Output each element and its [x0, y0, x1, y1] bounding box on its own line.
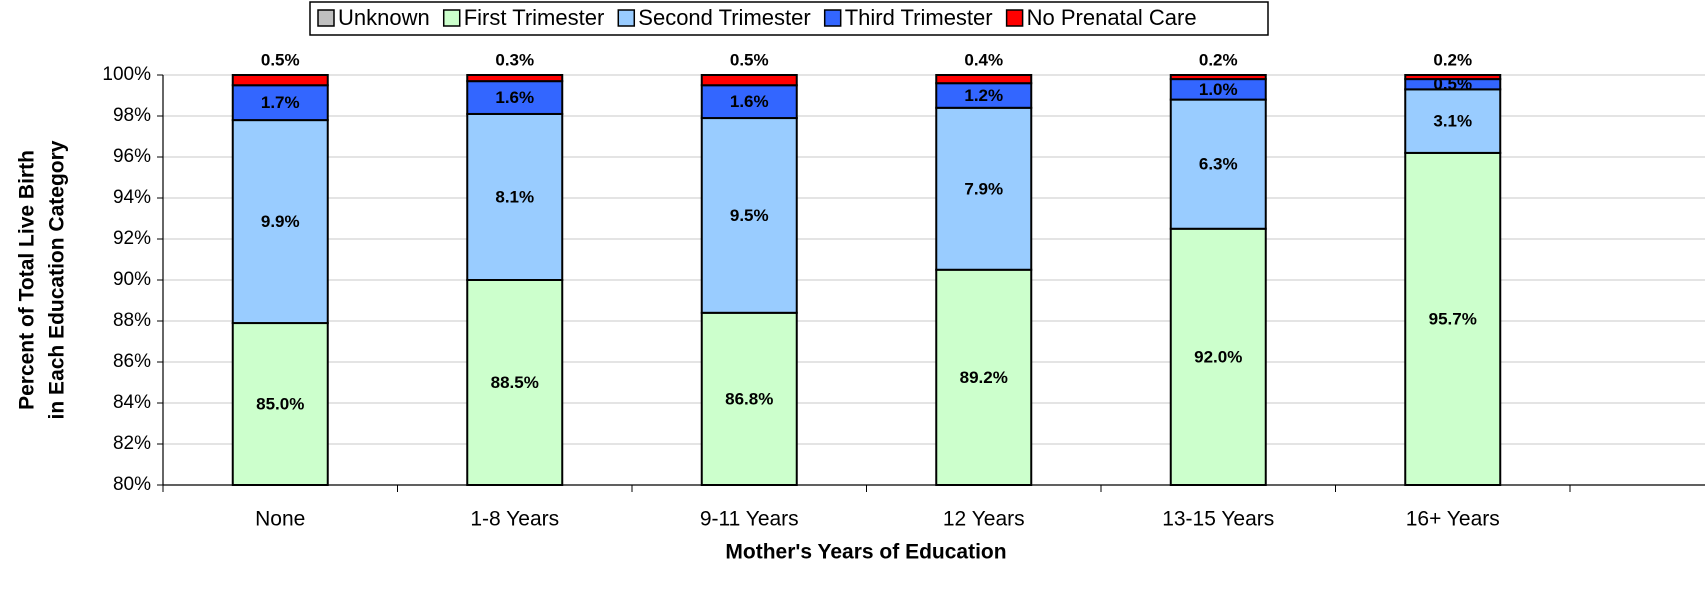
y-tick-label: 90%	[113, 269, 151, 290]
data-label: 95.7%	[1429, 309, 1477, 328]
data-label: 1.6%	[495, 88, 534, 107]
y-tick-label: 88%	[113, 310, 151, 331]
data-label: 7.9%	[964, 179, 1003, 198]
bar-segment	[935, 74, 1033, 85]
bar-segment	[1404, 151, 1502, 486]
data-label: 6.3%	[1199, 155, 1238, 174]
y-tick-label: 96%	[113, 146, 151, 167]
legend-swatch	[442, 9, 461, 27]
data-label: 9.9%	[261, 212, 300, 231]
bar-segment	[466, 80, 564, 115]
data-label: 88.5%	[491, 373, 539, 392]
bar-segment	[466, 112, 564, 281]
data-label: 85.0%	[256, 395, 304, 414]
legend-swatch	[1005, 9, 1024, 27]
bar-segment	[935, 82, 1033, 109]
x-tick-label: 1-8 Years	[470, 508, 559, 531]
bar-segment	[700, 117, 798, 314]
y-tick-label: 82%	[113, 433, 151, 454]
legend-swatch	[617, 9, 636, 27]
x-tick-label: None	[255, 508, 305, 531]
legend-box	[309, 1, 1269, 36]
bar-segment	[231, 119, 329, 325]
data-label: 1.6%	[730, 92, 769, 111]
legend-swatch	[317, 9, 335, 27]
data-label: 0.2%	[1199, 50, 1238, 69]
data-label: 0.4%	[964, 50, 1003, 69]
legend-label: Third Trimester	[845, 5, 993, 30]
data-label: 0.5%	[730, 50, 769, 69]
x-axis-title: Mother's Years of Education	[725, 541, 1006, 564]
legend-label: No Prenatal Care	[1027, 5, 1197, 30]
bar-segment	[1169, 74, 1267, 81]
legend-label: Unknown	[338, 5, 430, 30]
bar-segment	[1404, 74, 1502, 81]
y-tick-label: 80%	[113, 474, 151, 495]
y-tick-label: 84%	[113, 392, 151, 413]
data-label: 0.2%	[1433, 50, 1472, 69]
data-label: 8.1%	[495, 187, 534, 206]
y-tick-label: 92%	[113, 228, 151, 249]
x-tick-label: 13-15 Years	[1162, 508, 1274, 531]
x-tick-label: 12 Years	[943, 508, 1025, 531]
y-tick-label: 86%	[113, 351, 151, 372]
bar-segment	[466, 279, 564, 486]
y-tick-label: 94%	[113, 187, 151, 208]
bar-segment	[700, 74, 798, 87]
bar-segment	[231, 74, 329, 87]
data-label: 1.0%	[1199, 80, 1238, 99]
legend-label: Second Trimester	[638, 5, 810, 30]
bar-segment	[1169, 227, 1267, 486]
bar-segment	[231, 84, 329, 122]
bar-segment	[700, 311, 798, 486]
y-axis-title: Percent of Total Live Birth	[16, 150, 39, 410]
bar-segment	[700, 84, 798, 120]
bar-segment	[466, 74, 564, 83]
y-tick-label: 98%	[113, 105, 151, 126]
y-tick-label: 100%	[102, 64, 151, 85]
data-label: 3.1%	[1433, 112, 1472, 131]
data-label: 0.5%	[261, 50, 300, 69]
bar-segment	[935, 106, 1033, 271]
data-label: 89.2%	[960, 368, 1008, 387]
data-label: 86.8%	[725, 389, 773, 408]
data-label: 92.0%	[1194, 347, 1242, 366]
x-tick-label: 16+ Years	[1406, 508, 1500, 531]
bar-segment	[231, 322, 329, 486]
data-label: 9.5%	[730, 206, 769, 225]
data-label: 1.7%	[261, 93, 300, 112]
bar-segment	[1169, 98, 1267, 230]
data-label: 0.3%	[495, 50, 534, 69]
legend-label: First Trimester	[464, 5, 605, 30]
legend-swatch	[823, 9, 842, 27]
bar-segment	[935, 268, 1033, 486]
bar-segment	[1404, 88, 1502, 154]
data-label: 1.2%	[964, 86, 1003, 105]
x-tick-label: 9-11 Years	[700, 508, 799, 531]
y-axis-title: in Each Education Category	[46, 140, 69, 419]
